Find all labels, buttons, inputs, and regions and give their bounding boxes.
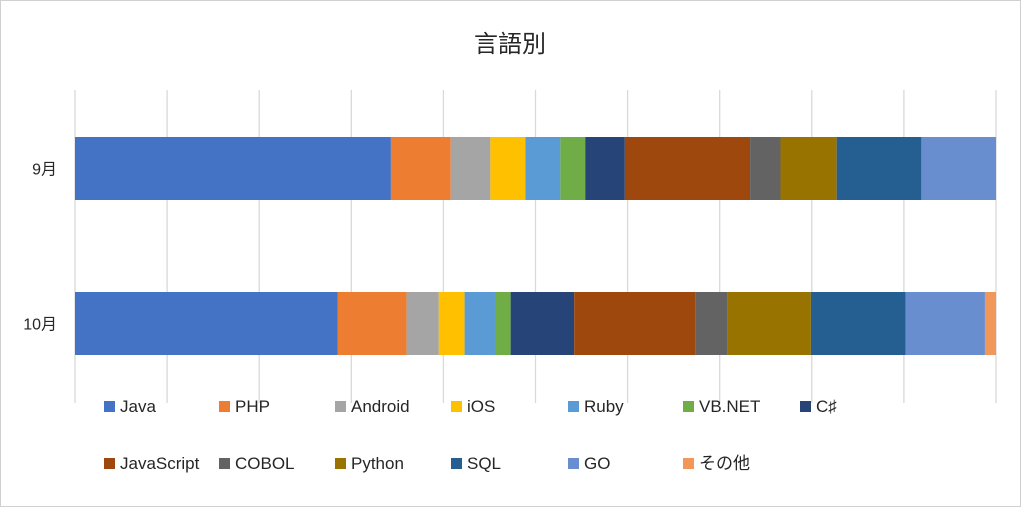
bar-segment (905, 292, 985, 355)
bar-segment (624, 137, 751, 200)
bar-segment (836, 137, 922, 200)
bar-segment (560, 137, 586, 200)
legend-swatch (104, 401, 115, 412)
legend-item: Android (335, 397, 410, 416)
legend-label: COBOL (235, 454, 295, 473)
legend-label: C♯ (816, 397, 837, 416)
bar-segment (695, 292, 728, 355)
legend-swatch (104, 458, 115, 469)
legend-item: その他 (683, 454, 750, 473)
legend-item: SQL (451, 454, 501, 473)
bar-segment (780, 137, 837, 200)
bar-segment (337, 292, 407, 355)
legend-label: Python (351, 454, 404, 473)
legend-swatch (451, 401, 462, 412)
chart-title: 言語別 (474, 30, 546, 58)
legend-label: iOS (467, 397, 495, 416)
legend-item: COBOL (219, 454, 295, 473)
bar-segment (490, 137, 526, 200)
legend-item: JavaScript (104, 454, 200, 473)
legend-label: Java (120, 397, 156, 416)
bar-segment (75, 137, 391, 200)
category-label: 10月 (23, 317, 57, 334)
bar-segment (464, 292, 495, 355)
bar-segment (438, 292, 465, 355)
bar-segment (810, 292, 906, 355)
legend-swatch (568, 458, 579, 469)
legend-label: その他 (699, 454, 750, 473)
bar-segment (585, 137, 625, 200)
legend-label: Ruby (584, 397, 624, 416)
bar-segment (727, 292, 811, 355)
legend-label: VB.NET (699, 397, 760, 416)
legend-swatch (219, 458, 230, 469)
legend-item: VB.NET (683, 397, 760, 416)
legend-label: SQL (467, 454, 501, 473)
legend: Java PHP Android iOS Ruby VB.NET C♯ JavaScript C… (104, 397, 837, 473)
legend-swatch (219, 401, 230, 412)
legend-swatch (335, 458, 346, 469)
bar-segment (406, 292, 439, 355)
legend-label: GO (584, 454, 610, 473)
legend-swatch (683, 401, 694, 412)
bar-segment (390, 137, 451, 200)
legend-item: iOS (451, 397, 495, 416)
legend-item: Python (335, 454, 404, 473)
bars (75, 137, 996, 355)
bar-segment (921, 137, 996, 200)
bar-segment (750, 137, 781, 200)
legend-item: Ruby (568, 397, 624, 416)
bar-segment (75, 292, 338, 355)
legend-label: Android (351, 397, 410, 416)
category-label: 9月 (32, 162, 57, 179)
bar-segment (450, 137, 491, 200)
legend-swatch (335, 401, 346, 412)
bar-segment (510, 292, 575, 355)
legend-label: JavaScript (120, 454, 200, 473)
legend-item: GO (568, 454, 610, 473)
legend-label: PHP (235, 397, 270, 416)
bar-segment (525, 137, 561, 200)
legend-swatch (568, 401, 579, 412)
bar-segment (494, 292, 511, 355)
category-axis: 9月 10月 (23, 162, 57, 334)
gridlines (74, 90, 997, 403)
legend-swatch (800, 401, 811, 412)
legend-swatch (451, 458, 462, 469)
legend-item: Java (104, 397, 156, 416)
legend-item: PHP (219, 397, 270, 416)
legend-swatch (683, 458, 694, 469)
bar-segment (984, 292, 996, 355)
legend-item: C♯ (800, 397, 837, 416)
bar-segment (574, 292, 696, 355)
